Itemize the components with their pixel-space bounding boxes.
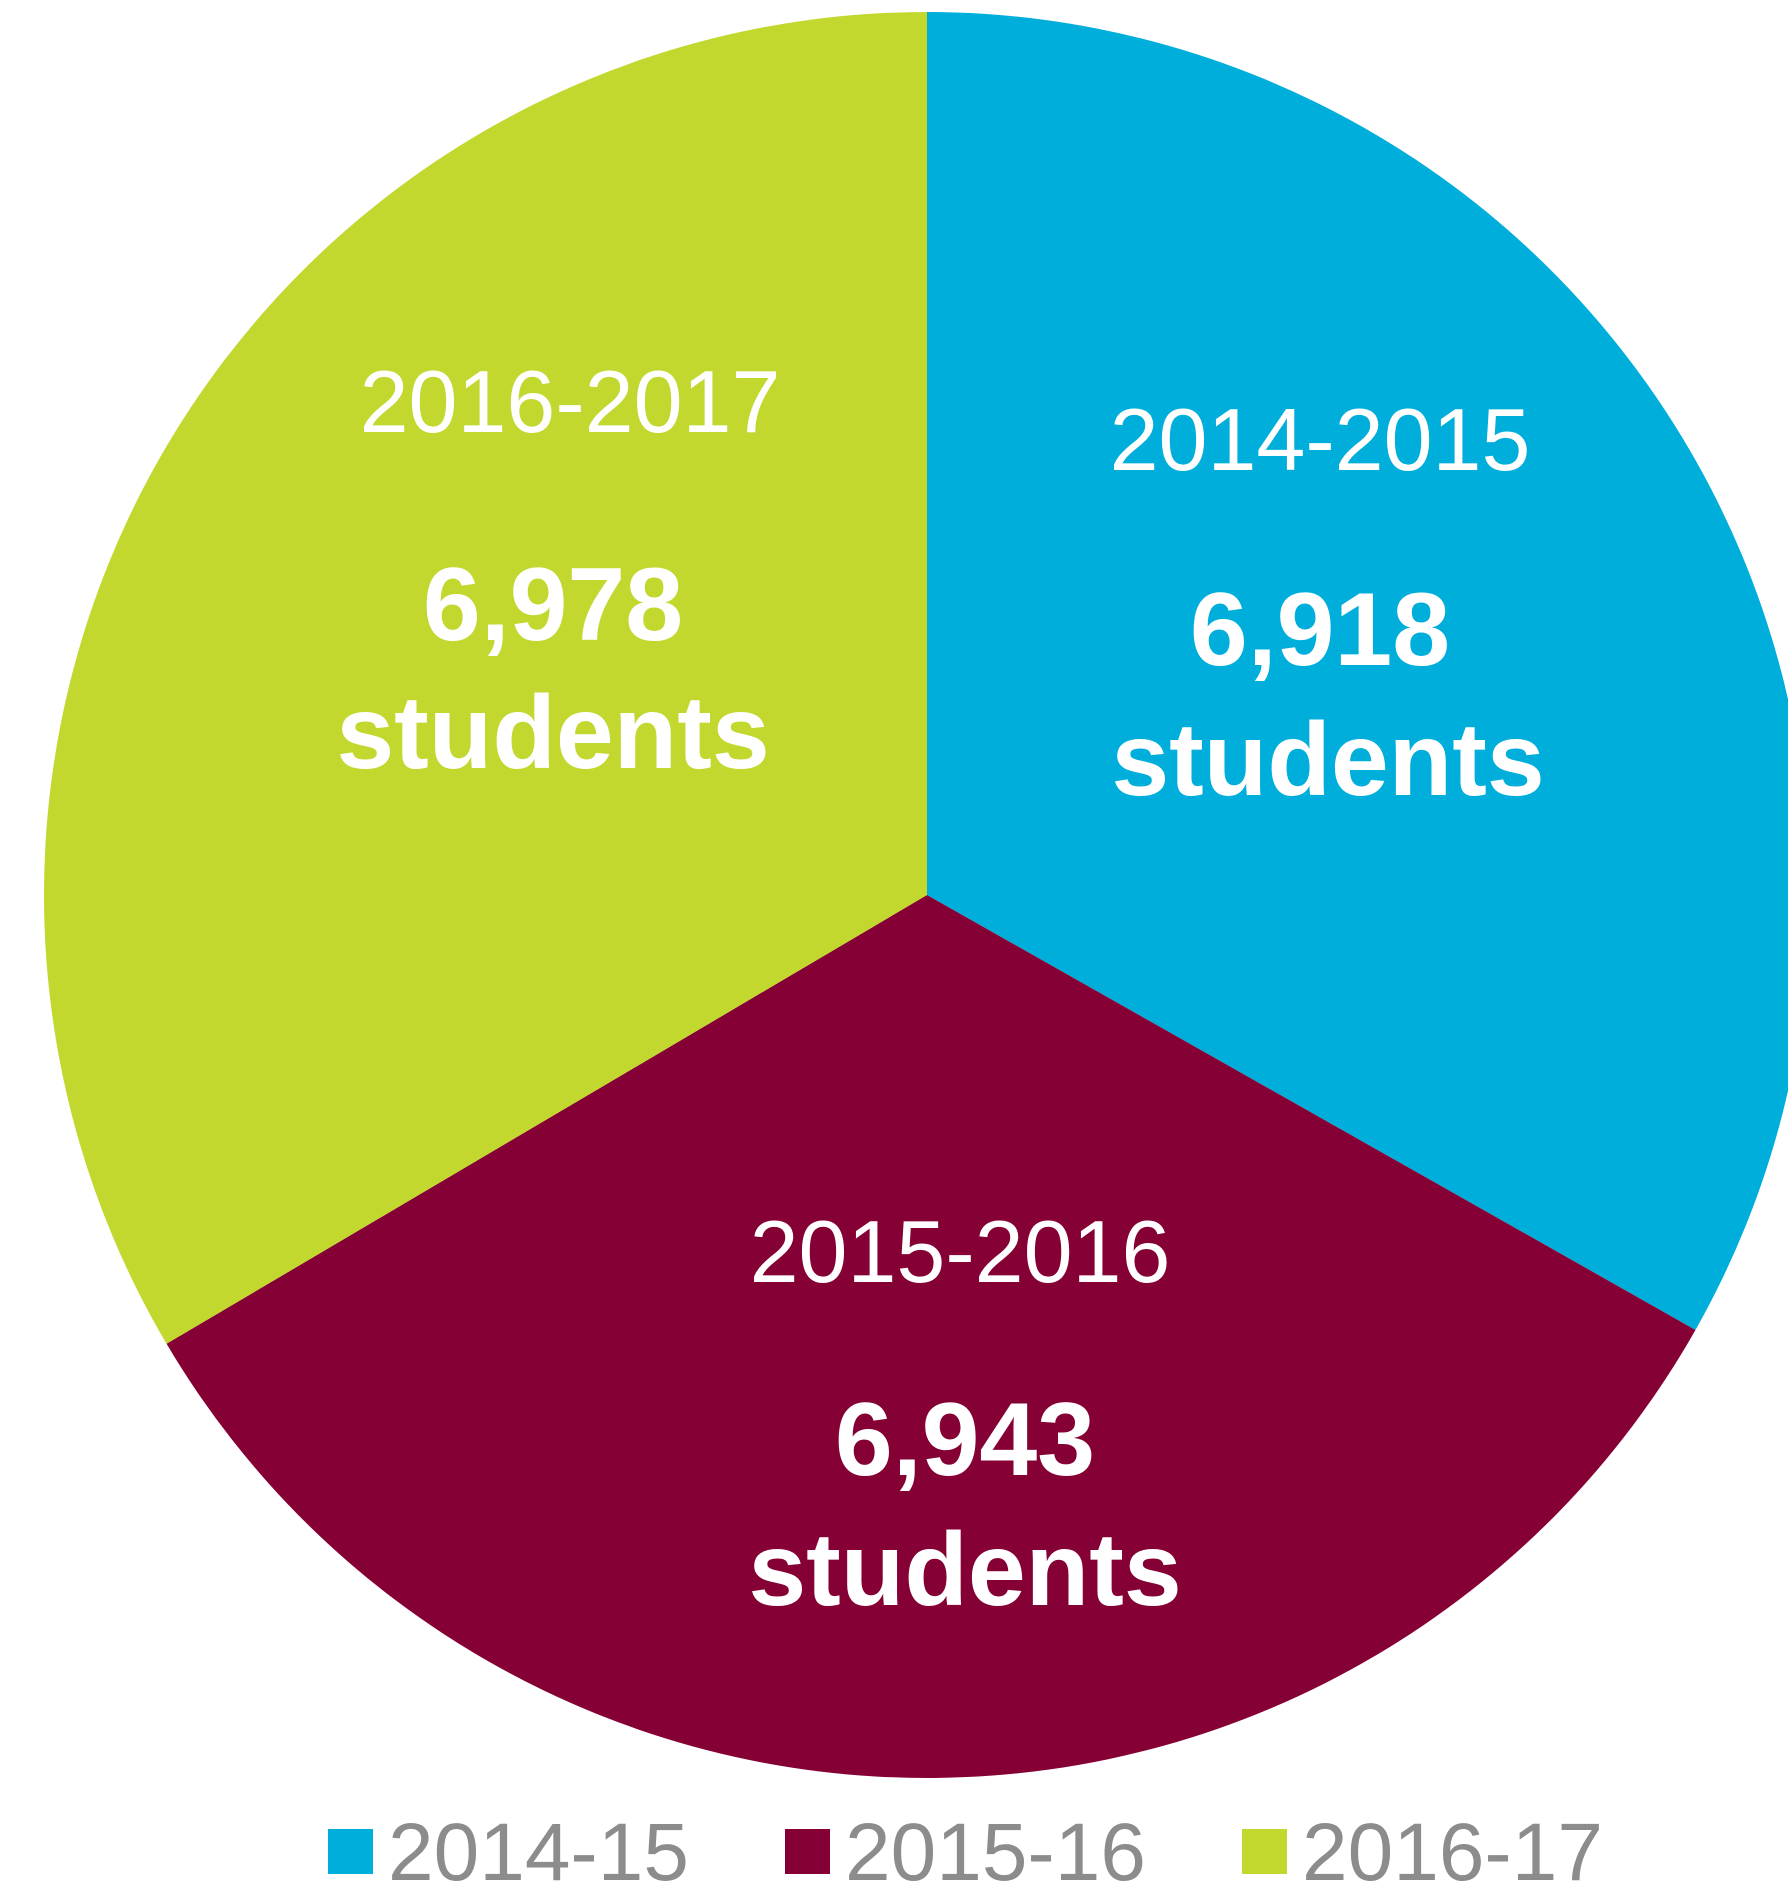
- slice-value-label-2016-17: 6,978: [423, 547, 683, 663]
- legend-label-2016-17: 2016-17: [1302, 1807, 1603, 1892]
- legend-swatch-2016-17: [1242, 1829, 1287, 1874]
- slice-label-2015-16: 2015-2016 6,943 students: [748, 1202, 1181, 1628]
- legend-item-2014-15: 2014-15: [328, 1807, 689, 1892]
- pie-slice-2014-15: [927, 12, 1788, 1330]
- slice-label-2016-17: 2016-2017 6,978 students: [336, 352, 780, 791]
- legend: 2014-15 2015-16 2016-17: [328, 1807, 1603, 1892]
- legend-swatch-2015-16: [785, 1829, 830, 1874]
- pie-slices: [43, 11, 1788, 1778]
- legend-label-2015-16: 2015-16: [845, 1807, 1146, 1892]
- pie-slice-2016-17: [43, 11, 928, 1344]
- legend-item-2016-17: 2016-17: [1242, 1807, 1603, 1892]
- slice-unit-label-2015-16: students: [748, 1512, 1181, 1628]
- slice-unit-label-2016-17: students: [336, 675, 769, 791]
- legend-item-2015-16: 2015-16: [785, 1807, 1146, 1892]
- slice-unit-label-2014-15: students: [1111, 702, 1544, 818]
- slice-value-label-2015-16: 6,943: [835, 1382, 1095, 1498]
- slice-period-label-2015-16: 2015-2016: [750, 1202, 1171, 1301]
- slice-label-2014-15: 2014-2015 6,918 students: [1110, 390, 1545, 818]
- pie-slice-2015-16: [166, 895, 1696, 1778]
- slice-period-label-2014-15: 2014-2015: [1110, 390, 1531, 489]
- legend-swatch-2014-15: [328, 1829, 373, 1874]
- slice-value-label-2014-15: 6,918: [1190, 572, 1450, 688]
- legend-label-2014-15: 2014-15: [388, 1807, 689, 1892]
- slice-period-label-2016-17: 2016-2017: [360, 352, 781, 451]
